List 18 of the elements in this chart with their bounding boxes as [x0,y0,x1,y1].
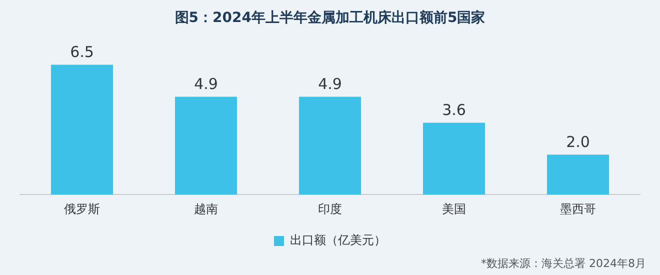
data-label: 4.9 [194,75,218,94]
x-tick-label: 越南 [194,202,218,216]
x-tick-label: 印度 [318,202,342,216]
data-label: 2.0 [566,133,590,152]
bar [299,96,361,195]
x-tick-label: 美国 [442,202,466,216]
chart-title: 图5：2024年上半年金属加工机床出口额前5国家 [174,9,486,26]
data-label: 4.9 [318,75,342,94]
bar [423,122,485,195]
bar [547,154,609,195]
legend-label: 出口额（亿美元） [290,233,386,248]
bar [175,96,237,195]
x-tick-label: 俄罗斯 [64,202,100,216]
x-tick-label: 墨西哥 [560,202,596,216]
data-label: 3.6 [442,101,466,120]
data-label: 6.5 [70,43,94,62]
bar [51,64,113,195]
text: *数据来源：海关总署 2024年8月 [481,256,646,271]
